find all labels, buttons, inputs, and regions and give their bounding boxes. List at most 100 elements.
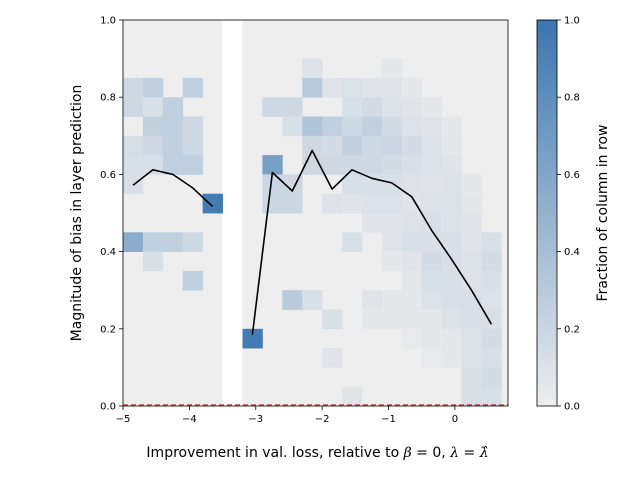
heatmap-cell xyxy=(481,251,502,272)
heatmap-cell xyxy=(242,328,263,349)
heatmap-cell xyxy=(461,309,482,330)
heatmap-cell xyxy=(441,290,462,310)
colorbar-tick-label: 0.8 xyxy=(564,93,580,104)
heatmap-cell xyxy=(322,193,343,214)
heatmap-cell xyxy=(123,77,144,98)
heatmap-cell xyxy=(322,155,343,175)
heatmap-cell xyxy=(481,367,502,388)
heatmap-cell xyxy=(401,155,423,175)
heatmap-cell xyxy=(322,135,343,156)
heatmap-cell xyxy=(282,116,303,137)
heatmap-cell xyxy=(142,251,164,272)
heatmap-cell xyxy=(461,328,482,349)
heatmap-cell xyxy=(421,174,443,195)
heatmap-cell xyxy=(123,135,144,156)
heatmap-cell xyxy=(202,193,223,214)
heatmap-cell xyxy=(322,116,343,137)
heatmap-cell xyxy=(461,367,482,388)
heatmap-cell xyxy=(361,116,383,137)
heatmap-cell xyxy=(342,135,363,156)
heatmap-cell xyxy=(381,232,403,252)
heatmap-plot: −5 −4 −3 −2 −1 0 0.0 0.2 0.4 0.6 0.8 1.0 Improveme… xyxy=(69,16,509,461)
heatmap-cell xyxy=(142,135,164,156)
heatmap-cell xyxy=(381,58,403,79)
heatmap-cell xyxy=(322,348,343,368)
heatmap-cell xyxy=(381,135,403,156)
colorbar-label: Fraction of column in row xyxy=(595,125,611,302)
heatmap-cell xyxy=(342,97,363,117)
x-tick-label: −2 xyxy=(315,414,330,425)
heatmap-cell xyxy=(361,213,383,233)
heatmap-cell xyxy=(401,135,423,156)
heatmap-cell xyxy=(401,174,423,195)
heatmap-cell xyxy=(421,135,443,156)
heatmap-cell xyxy=(142,77,164,98)
heatmap-cell xyxy=(381,213,403,233)
heatmap-cell xyxy=(142,116,164,137)
heatmap-cell xyxy=(302,77,323,98)
heatmap-cell xyxy=(441,213,462,233)
heatmap-cell xyxy=(381,251,403,272)
trend-lines xyxy=(132,149,493,335)
heatmap-cell xyxy=(162,116,184,137)
heatmap-cell xyxy=(361,309,383,330)
heatmap-cell xyxy=(142,155,164,175)
heatmap-cell xyxy=(342,232,363,252)
heatmap-cell xyxy=(461,270,482,291)
heatmap-cell xyxy=(441,328,462,349)
colorbar-tick-label: 0.0 xyxy=(564,402,580,413)
colorbar-tick-label: 0.6 xyxy=(564,170,580,181)
heatmap-cell xyxy=(421,116,443,137)
heatmap-cell xyxy=(401,193,423,214)
heatmap-cell xyxy=(262,174,283,195)
heatmap-cell xyxy=(262,97,283,117)
heatmap-cell xyxy=(401,328,423,349)
heatmap-cell xyxy=(461,386,482,407)
heatmap-cell xyxy=(342,155,363,175)
heatmap-cell xyxy=(441,116,462,137)
heatmap-cell xyxy=(401,77,423,98)
heatmap-cell xyxy=(302,135,323,156)
heatmap-cell xyxy=(441,193,462,214)
trend-line xyxy=(251,149,493,335)
heatmap-cell xyxy=(302,116,323,137)
heatmap-cell xyxy=(441,232,462,252)
heatmap-cell xyxy=(282,290,303,310)
heatmap-cell xyxy=(421,348,443,368)
heatmap-cell xyxy=(342,193,363,214)
heatmap-cell xyxy=(361,290,383,310)
heatmap-cell xyxy=(441,251,462,272)
heatmap-cell xyxy=(342,116,363,137)
y-tick-label: 0.0 xyxy=(100,402,116,413)
heatmap-cell xyxy=(342,77,363,98)
heatmap-cell xyxy=(421,290,443,310)
heatmap-cell xyxy=(262,193,283,214)
x-tick-label: −1 xyxy=(381,414,396,425)
colorbar: 0.0 0.2 0.4 0.6 0.8 1.0 Fraction of column in… xyxy=(536,16,611,413)
heatmap-cell xyxy=(441,135,462,156)
heatmap-cell xyxy=(182,155,204,175)
x-tick-label: −5 xyxy=(116,414,131,425)
heatmap-cell xyxy=(421,328,443,349)
heatmap-cell xyxy=(361,135,383,156)
y-axis-label: Magnitude of bias in layer prediction xyxy=(69,85,85,342)
y-tick-label: 0.2 xyxy=(100,324,116,335)
heatmap-cell xyxy=(461,174,482,195)
x-tick-label: −4 xyxy=(182,414,197,425)
y-tick-label: 0.6 xyxy=(100,170,116,181)
heatmap-cell xyxy=(342,174,363,195)
heatmap-cell xyxy=(361,97,383,117)
y-axis-ticks: 0.0 0.2 0.4 0.6 0.8 1.0 xyxy=(100,16,123,413)
heatmap-cell xyxy=(381,174,403,195)
heatmap-cell xyxy=(421,213,443,233)
heatmap-cell xyxy=(381,116,403,137)
heatmap-cell xyxy=(401,251,423,272)
heatmap-cell xyxy=(401,116,423,137)
heatmap-cell xyxy=(461,290,482,310)
colorbar-tick-label: 0.4 xyxy=(564,247,580,258)
heatmap-cell xyxy=(401,309,423,330)
heatmap-cell xyxy=(162,232,184,252)
heatmap-cell xyxy=(162,135,184,156)
heatmap-cell xyxy=(461,232,482,252)
